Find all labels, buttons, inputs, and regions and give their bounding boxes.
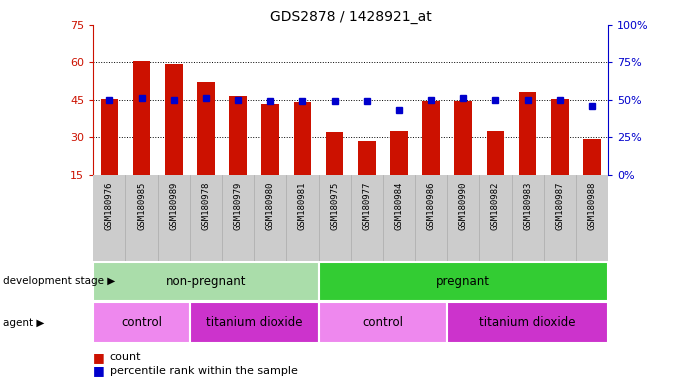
Text: GSM180990: GSM180990 [459,182,468,230]
Bar [165,64,182,175]
Text: GSM180989: GSM180989 [169,182,178,230]
Bar [551,99,569,175]
Bar [325,132,343,175]
Text: GSM180980: GSM180980 [266,182,275,230]
Title: GDS2878 / 1428921_at: GDS2878 / 1428921_at [269,10,432,24]
Bar [294,102,311,175]
Bar [93,262,319,301]
Bar [133,61,151,175]
Text: GSM180985: GSM180985 [137,182,146,230]
Bar [229,96,247,175]
Text: ■: ■ [93,351,105,364]
Text: control: control [362,316,404,329]
Bar [319,262,608,301]
Bar [447,302,608,343]
Text: count: count [110,352,142,362]
Text: agent ▶: agent ▶ [3,318,45,328]
Text: GSM180979: GSM180979 [234,182,243,230]
Bar [455,101,472,175]
Text: non-pregnant: non-pregnant [166,275,246,288]
Text: development stage ▶: development stage ▶ [3,276,115,286]
Bar [261,104,279,175]
Bar [519,92,536,175]
Text: GSM180975: GSM180975 [330,182,339,230]
Text: GSM180978: GSM180978 [201,182,210,230]
Text: GSM180988: GSM180988 [587,182,596,230]
Text: GSM180986: GSM180986 [426,182,435,230]
Text: pregnant: pregnant [436,275,491,288]
Text: titanium dioxide: titanium dioxide [480,316,576,329]
Bar [358,141,376,175]
Text: GSM180981: GSM180981 [298,182,307,230]
Bar [93,302,190,343]
Bar [197,82,215,175]
Bar [100,99,118,175]
Text: GSM180983: GSM180983 [523,182,532,230]
Text: titanium dioxide: titanium dioxide [206,316,303,329]
Bar [422,101,440,175]
Text: percentile rank within the sample: percentile rank within the sample [110,366,298,376]
Bar [583,139,601,175]
Text: GSM180984: GSM180984 [395,182,404,230]
Bar [319,302,447,343]
Bar [190,302,319,343]
Text: control: control [121,316,162,329]
Bar [486,131,504,175]
Bar [390,131,408,175]
Text: GSM180976: GSM180976 [105,182,114,230]
Text: GSM180987: GSM180987 [556,182,565,230]
Text: GSM180977: GSM180977 [362,182,371,230]
Text: ■: ■ [93,364,105,377]
Text: GSM180982: GSM180982 [491,182,500,230]
